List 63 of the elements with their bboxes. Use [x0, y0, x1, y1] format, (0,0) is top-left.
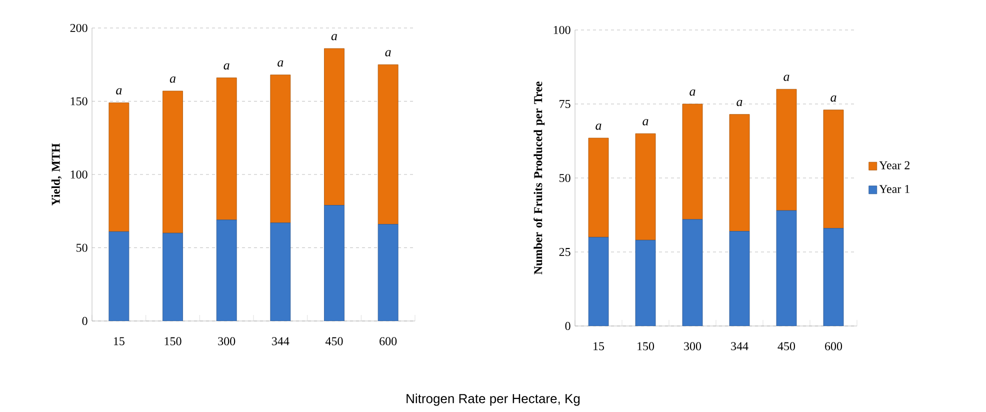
y-tick-label: 50 [76, 244, 88, 252]
bar [823, 110, 844, 229]
y-tick-label: 75 [560, 100, 570, 108]
y-tick-label: 100 [70, 170, 88, 179]
x-tick-label: 600 [825, 342, 842, 350]
x-tick-label: 344 [272, 337, 290, 346]
annotation: a [278, 60, 284, 67]
annotation: a [385, 50, 391, 56]
x-tick-label: 150 [164, 337, 182, 346]
bar [324, 48, 344, 206]
bar [776, 88, 797, 211]
legend-label: Year 2 [879, 161, 910, 170]
bar [635, 240, 656, 326]
bar [162, 232, 183, 321]
annotation: a [596, 124, 602, 130]
bar [270, 222, 291, 321]
y-tick-label: 100 [554, 26, 570, 34]
x-tick-label: 344 [731, 342, 748, 350]
annotation: a [170, 76, 176, 83]
bar [324, 205, 344, 321]
bar [108, 231, 130, 321]
bar [162, 90, 183, 234]
y-tick-label: 25 [559, 248, 570, 256]
bar [216, 78, 237, 220]
annotation: a [784, 74, 790, 81]
y-tick-label: 50 [559, 174, 570, 182]
bar [378, 64, 398, 224]
annotation: a [690, 90, 696, 96]
x-tick-label: 600 [380, 337, 397, 346]
bar [216, 220, 237, 321]
bar [729, 231, 750, 326]
bar [588, 236, 609, 326]
bar [682, 219, 703, 326]
y-tick-label: 200 [70, 24, 88, 32]
y-tick-label: 0 [82, 316, 88, 326]
bar [729, 114, 750, 232]
x-tick-label: 450 [325, 337, 343, 346]
bar [635, 133, 656, 240]
x-tick-label: 15 [594, 342, 604, 350]
annotation: a [642, 119, 648, 126]
y-axis-title: Yield, MTH [51, 143, 62, 206]
x-tick-label: 300 [218, 337, 236, 346]
legend-label: Year 1 [879, 185, 910, 194]
x-tick-label: 300 [684, 342, 702, 350]
y-axis-title: Number of Fruits Produced per Tree [534, 82, 545, 274]
y-tick-label: 150 [70, 97, 88, 106]
y-tick-label: 0 [565, 322, 570, 330]
x-tick-label: 450 [778, 342, 796, 350]
annotation: a [116, 88, 122, 95]
x-axis-title: Nitrogen Rate per Hectare, Kg [406, 394, 580, 406]
bar [776, 210, 797, 326]
bar [823, 228, 844, 326]
annotation: a [224, 63, 230, 70]
bar [270, 74, 291, 224]
x-tick-label: 150 [638, 342, 654, 350]
bar [588, 138, 609, 238]
annotation: a [331, 34, 338, 40]
annotation: a [736, 100, 742, 106]
x-tick-label: 15 [114, 337, 124, 346]
annotation: a [830, 95, 836, 102]
bar [682, 104, 703, 220]
bar [378, 224, 398, 321]
bar [108, 102, 130, 232]
